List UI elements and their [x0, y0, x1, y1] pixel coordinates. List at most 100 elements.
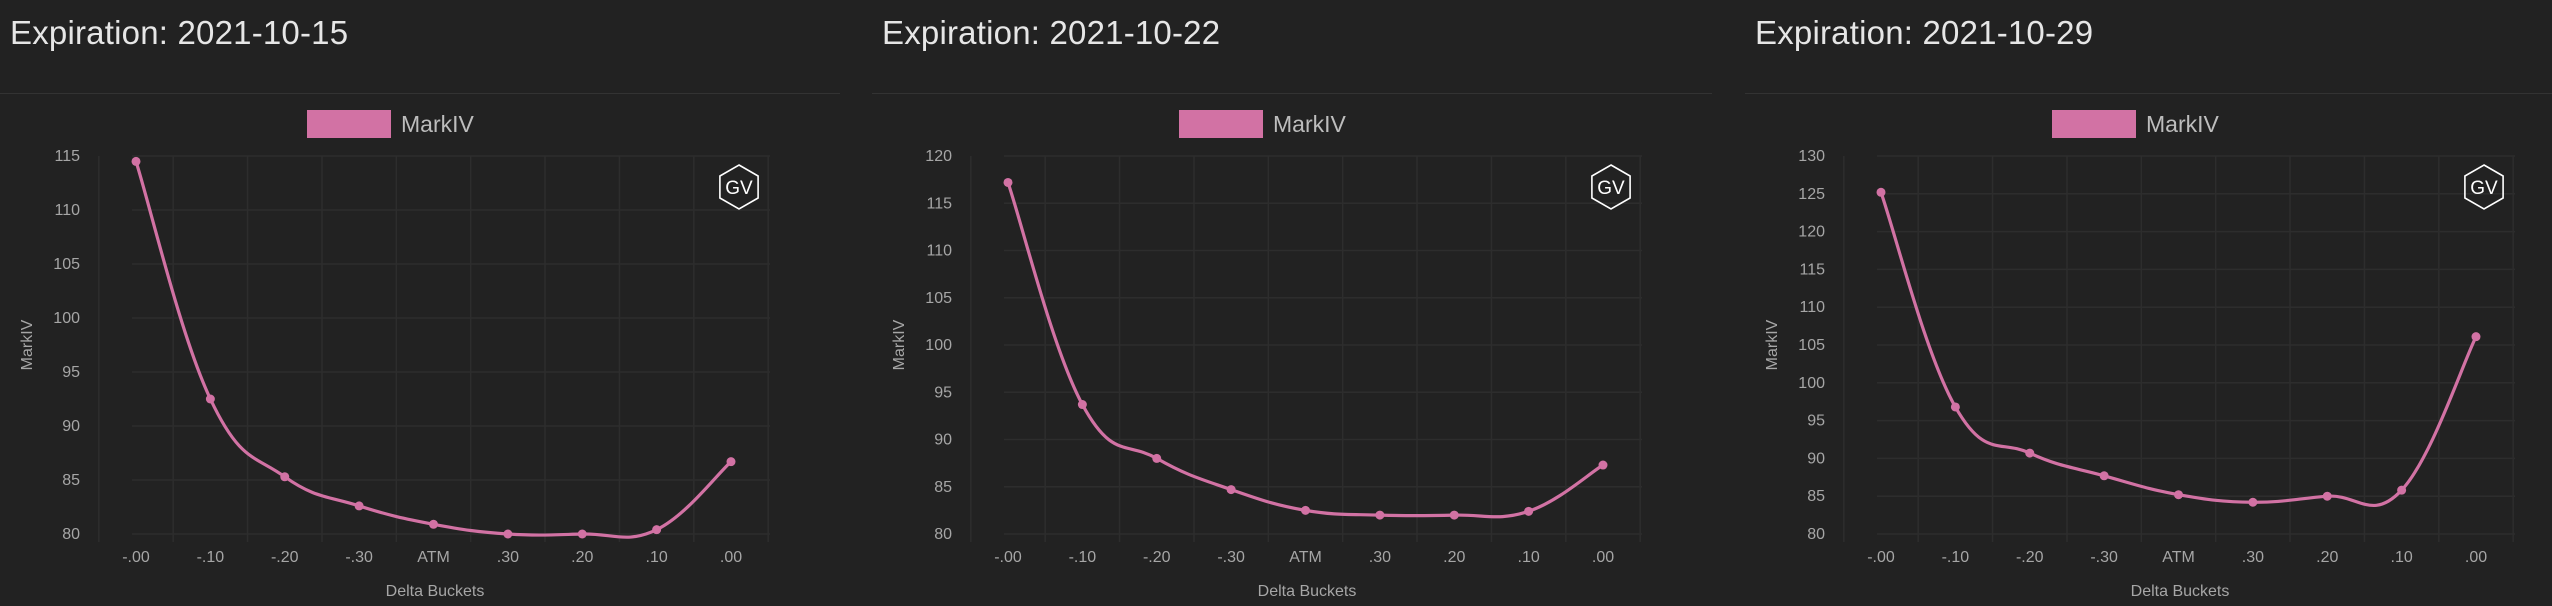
y-tick-label: 95 — [934, 384, 952, 401]
gv-logo: GV — [719, 164, 759, 210]
panel-title: Expiration: 2021-10-22 — [882, 14, 1221, 51]
data-point — [2099, 471, 2109, 481]
x-tick-label: .10 — [1518, 549, 1540, 566]
x-tick-label: -.30 — [345, 549, 373, 566]
data-point — [577, 529, 587, 539]
data-point — [205, 394, 215, 404]
y-tick-labels: 80 85 90 95 100 105 110 115 120 125 130 — [1798, 148, 1825, 543]
y-tick-label: 100 — [1798, 375, 1825, 392]
logo-text: GV — [725, 178, 753, 199]
panel-title: Expiration: 2021-10-15 — [10, 14, 349, 51]
y-tick-label: 115 — [54, 148, 80, 165]
y-tick-label: 90 — [62, 418, 80, 435]
x-tick-label: -.10 — [197, 549, 225, 566]
data-point — [2248, 497, 2258, 507]
y-tick-labels: 80 85 90 95 100 105 110 115 120 — [925, 148, 952, 543]
x-tick-label: -.00 — [1867, 549, 1895, 566]
y-tick-label: 105 — [925, 290, 952, 307]
data-point — [354, 501, 364, 511]
x-axis-title: Delta Buckets — [2131, 583, 2230, 600]
y-axis-title: MarkIV — [891, 319, 908, 370]
x-tick-label: -.20 — [2016, 549, 2044, 566]
data-point — [1449, 510, 1459, 520]
markiv-chart-2: 80 85 90 95 100 105 110 115 120 -.00 -.10 -.20 -.30 A… — [891, 110, 1642, 600]
x-axis-title: Delta Buckets — [386, 583, 485, 600]
y-tick-label: 130 — [1798, 148, 1825, 165]
panel-title: Expiration: 2021-10-29 — [1755, 14, 2094, 51]
x-axis-title: Delta Buckets — [1258, 583, 1357, 600]
x-tick-label: .30 — [497, 549, 519, 566]
gv-logo: GV — [2464, 164, 2504, 210]
x-tick-labels: -.00 -.10 -.20 -.30 ATM .30 .20 .10 .00 — [994, 549, 1614, 566]
data-point — [2174, 490, 2183, 500]
data-point — [1301, 505, 1310, 515]
data-point — [652, 525, 662, 535]
y-tick-label: 110 — [926, 243, 952, 260]
y-tick-label: 110 — [54, 202, 80, 219]
data-point — [1152, 453, 1162, 463]
data-point — [1077, 400, 1087, 410]
y-tick-label: 80 — [1807, 526, 1825, 543]
y-tick-label: 90 — [934, 432, 952, 449]
data-point — [1598, 460, 1608, 470]
x-tick-label: ATM — [1289, 549, 1322, 566]
data-point — [503, 529, 513, 539]
x-tick-label: .30 — [2242, 549, 2264, 566]
y-tick-label: 105 — [1798, 337, 1825, 354]
legend-swatch — [2052, 110, 2136, 138]
legend-swatch — [1179, 110, 1263, 138]
y-tick-label: 80 — [934, 526, 952, 543]
legend-label: MarkIV — [401, 111, 475, 137]
data-point — [131, 156, 141, 166]
y-axis-title: MarkIV — [19, 319, 36, 370]
logo-hexagon — [2464, 164, 2504, 210]
y-tick-label: 95 — [62, 364, 80, 381]
data-point — [1003, 177, 1013, 187]
x-tick-label: -.30 — [2090, 549, 2118, 566]
y-tick-label: 85 — [934, 479, 952, 496]
gv-logo: GV — [1591, 164, 1631, 210]
logo-hexagon — [719, 164, 759, 210]
data-point — [2471, 332, 2481, 342]
x-tick-labels: -.00 -.10 -.20 -.30 ATM .30 .20 .10 .00 — [1867, 549, 2487, 566]
x-tick-label: .00 — [1592, 549, 1614, 566]
expiration-panel-3: Expiration: 2021-10-29 80 85 90 95 100 105 110… — [1745, 0, 2552, 606]
x-tick-label: -.20 — [1143, 549, 1171, 566]
y-tick-label: 85 — [1807, 488, 1825, 505]
x-tick-label: -.20 — [271, 549, 299, 566]
data-point — [2025, 448, 2035, 458]
y-tick-label: 95 — [1807, 413, 1825, 430]
panel-divider — [1745, 93, 2552, 94]
y-tick-label: 115 — [1799, 261, 1825, 278]
y-tick-label: 80 — [62, 526, 80, 543]
x-tick-label: .10 — [646, 549, 668, 566]
y-axis-title: MarkIV — [1764, 319, 1781, 370]
x-tick-label: -.30 — [1217, 549, 1245, 566]
x-tick-label: -.10 — [1069, 549, 1097, 566]
y-tick-label: 115 — [926, 195, 952, 212]
x-tick-label: ATM — [2162, 549, 2195, 566]
y-tick-label: 120 — [925, 148, 952, 165]
y-tick-label: 120 — [1798, 224, 1825, 241]
legend: MarkIV — [307, 110, 475, 138]
markiv-chart-3: 80 85 90 95 100 105 110 115 120 125 130 -.00 -.10 -.2… — [1764, 110, 2515, 600]
y-tick-label: 105 — [53, 256, 80, 273]
logo-hexagon — [1591, 164, 1631, 210]
series-markiv — [1876, 187, 2481, 508]
markiv-chart-1: 80 85 90 95 100 105 110 115 -.00 -.10 -.20 -.30 ATM.… — [19, 110, 770, 600]
x-tick-label: .10 — [2391, 549, 2413, 566]
y-tick-label: 100 — [53, 310, 80, 327]
legend: MarkIV — [2052, 110, 2220, 138]
x-tick-label: .00 — [2465, 549, 2487, 566]
data-point — [2397, 485, 2407, 495]
y-tick-label: 110 — [1799, 299, 1825, 316]
y-tick-label: 125 — [1798, 186, 1825, 203]
x-tick-label: .20 — [1443, 549, 1465, 566]
x-tick-label: .00 — [720, 549, 742, 566]
legend-swatch — [307, 110, 391, 138]
x-tick-label: -.00 — [122, 549, 150, 566]
grid — [1843, 155, 2515, 542]
grid — [970, 155, 1642, 542]
data-point — [1524, 506, 1534, 516]
